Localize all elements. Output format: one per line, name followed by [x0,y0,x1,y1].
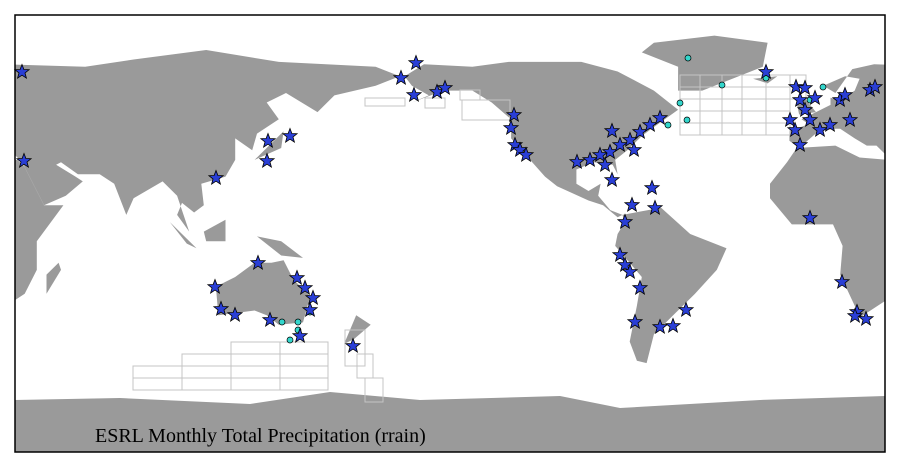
station-star [611,136,629,153]
station-star [436,79,454,96]
station-star [207,169,225,186]
stations [13,54,884,354]
land [615,207,727,364]
land [254,131,284,160]
station-star [611,246,629,263]
station-dot [278,318,286,326]
station-dot [294,318,302,326]
station-star [833,273,851,290]
station-star [601,143,619,160]
station-star [596,156,614,173]
station-star [261,311,279,328]
station-star [866,78,884,95]
station-star [259,132,277,149]
land [15,50,400,232]
station-star [643,179,661,196]
station-star [603,122,621,139]
station-star [304,289,322,306]
station-dot [819,83,827,91]
grid-boxes [132,74,807,403]
station-star [212,300,230,317]
land [404,61,679,218]
antarctica [15,392,885,452]
station-dot [664,121,672,129]
landmass [15,35,885,452]
land [641,35,768,91]
station-star [258,152,276,169]
station-star [846,307,864,324]
station-star [288,269,306,286]
station-star [646,199,664,216]
station-star [623,196,641,213]
land [15,159,64,301]
station-star [787,78,805,95]
station-star [821,116,839,133]
station-star [811,121,829,138]
station-star [206,278,224,295]
station-star [281,127,299,144]
land [770,145,885,318]
land [169,222,197,249]
station-star [801,209,819,226]
land [215,260,311,325]
station-star [651,109,669,126]
land [257,236,303,258]
station-star [344,337,362,354]
station-star [625,141,643,158]
station-star [15,152,33,169]
station-star [407,54,425,71]
station-star [591,146,609,163]
station-star [603,171,621,188]
land [46,262,61,294]
station-dot [684,54,692,62]
station-star [791,91,809,108]
station-star [502,119,520,136]
station-star [796,79,814,96]
station-dot [676,99,684,107]
station-dot [683,116,691,124]
station-star [841,111,859,128]
station-star [13,63,31,80]
station-star [291,327,309,344]
station-star [621,263,639,280]
station-star [517,146,535,163]
station-star [631,123,649,140]
station-star [301,301,319,318]
map-frame [14,14,886,453]
station-star [405,86,423,103]
station-star [857,310,875,327]
station-star [791,136,809,153]
station-star [226,306,244,323]
station-star [651,318,669,335]
land [789,64,885,154]
station-star [249,254,267,271]
station-star [581,151,599,168]
station-star [392,69,410,86]
station-star [616,256,634,273]
station-star [836,86,854,103]
station-star [505,106,523,123]
station-star [631,279,649,296]
map-caption: ESRL Monthly Total Precipitation (rrain) [95,425,426,447]
station-star [641,116,659,133]
station-star [626,313,644,330]
station-star [664,317,682,334]
station-star [801,111,819,128]
station-dot [286,336,294,344]
station-star [757,63,775,80]
station-star [616,213,634,230]
station-star [296,279,314,296]
land [203,219,226,242]
station-star [781,111,799,128]
station-star [806,89,824,106]
station-dot [718,81,726,89]
station-star [568,153,586,170]
station-star [796,101,814,118]
station-star [786,121,804,138]
station-star [677,301,695,318]
